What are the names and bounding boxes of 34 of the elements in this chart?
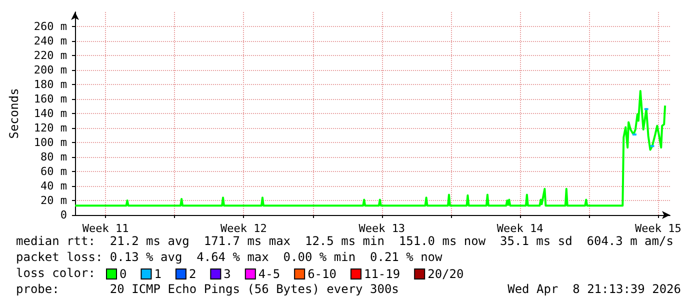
x-tick-label: Week 11 xyxy=(82,222,129,235)
y-tick-label: 220 m xyxy=(34,49,68,62)
x-tick-label: Week 12 xyxy=(220,222,267,235)
legend-label: 11-19 xyxy=(364,267,400,281)
legend-label: 3 xyxy=(224,267,231,281)
y-tick-label: 0 xyxy=(60,208,67,222)
y-tick-label: 120 m xyxy=(34,122,68,134)
y-tick-label: 60 m xyxy=(40,165,68,178)
y-tick-label: 200 m xyxy=(34,64,68,76)
text: probe: 20 ICMP Echo Pings (56 Bytes) every 300s xyxy=(16,282,399,296)
y-tick-label: 80 m xyxy=(40,150,68,164)
y-tick-label: 240 m xyxy=(34,34,68,48)
legend-label: 1 xyxy=(154,267,162,281)
y-tick-label: 160 m xyxy=(34,92,68,106)
text: loss color: xyxy=(16,266,96,280)
legend-label: 2 xyxy=(188,267,196,281)
x-tick-label: Week 15 xyxy=(634,222,682,235)
legend-label: 0 xyxy=(120,267,127,281)
text: Wed Apr 8 21:13:39 2026 xyxy=(508,282,681,296)
line-series xyxy=(74,90,666,207)
y-axis-title: Seconds xyxy=(7,88,21,139)
y-tick-label: 180 m xyxy=(34,78,68,91)
legend-label: 6-10 xyxy=(308,267,336,281)
text: packet loss: 0.13 % avg 4.64 % max 0.00 % min 0.21 % now xyxy=(16,250,444,264)
y-tick-label: 40 m xyxy=(40,180,68,192)
legend-label: 4-5 xyxy=(258,267,280,281)
y-tick-label: 20 m xyxy=(40,194,68,207)
y-tick-label: 100 m xyxy=(34,136,68,149)
text: median rtt: 21.2 ms avg 171.7 ms max 12.5 ms min 151.0 ms now 35.1 ms sd 604.3 m am/s xyxy=(16,234,674,248)
y-tick-label: 140 m xyxy=(34,107,68,120)
legend-label: 20/20 xyxy=(428,267,464,281)
y-tick-label: 260 m xyxy=(34,20,68,33)
x-tick-label: Week 14 xyxy=(496,222,544,235)
x-tick-label: Week 13 xyxy=(358,222,406,235)
